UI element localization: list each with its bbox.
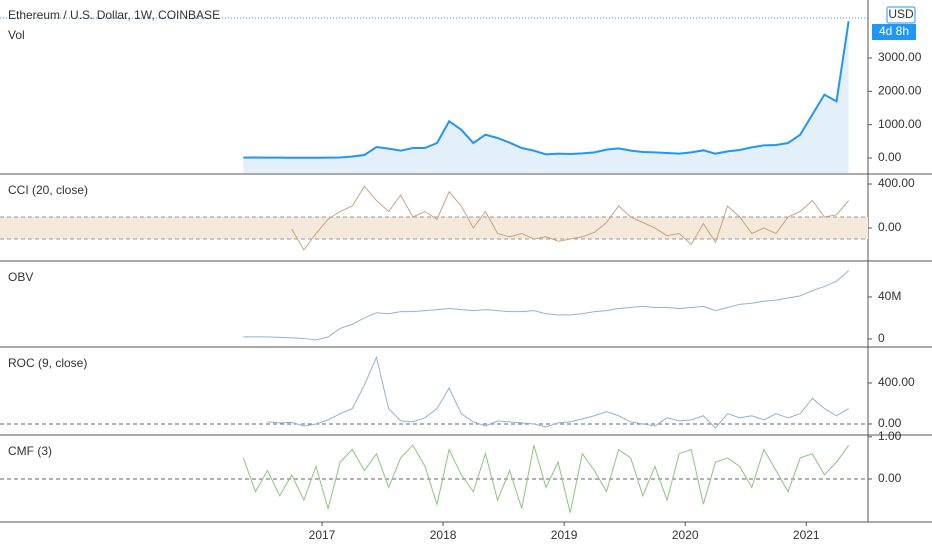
y-tick-label: 0.00 <box>878 220 902 234</box>
x-tick-label: 2020 <box>672 528 699 542</box>
pane-title: CMF (3) <box>8 444 52 458</box>
pane-subtitle: Vol <box>8 28 25 42</box>
y-tick-label: 0.00 <box>878 150 902 164</box>
band <box>0 217 868 239</box>
x-tick-label: 2019 <box>551 528 578 542</box>
currency-badge[interactable] <box>886 6 916 24</box>
pane-title: ROC (9, close) <box>8 356 87 370</box>
currency[interactable]: USD <box>888 7 914 21</box>
pane-title: OBV <box>8 270 33 284</box>
y-tick-label: 400.00 <box>878 375 915 389</box>
x-tick-label: 2018 <box>430 528 457 542</box>
indicator-line <box>243 270 849 341</box>
indicator-line <box>242 444 850 513</box>
countdown: 4d 8h <box>879 24 909 38</box>
indicator-line <box>267 355 849 429</box>
y-tick-label: 40M <box>878 289 901 303</box>
countdown-badge <box>872 24 916 40</box>
y-tick-label: 0.00 <box>878 416 902 430</box>
pane-title: CCI (20, close) <box>8 183 88 197</box>
indicator-line <box>291 185 850 251</box>
x-tick-label: 2021 <box>793 528 820 542</box>
pane-title: Ethereum / U.S. Dollar, 1W, COINBASE <box>8 8 220 22</box>
y-tick-label: 3000.00 <box>878 50 922 64</box>
y-tick-label: 1.00 <box>878 429 902 443</box>
y-tick-label: 0 <box>878 331 885 345</box>
x-tick-label: 2017 <box>309 528 336 542</box>
y-tick-label: 0.00 <box>878 471 902 485</box>
y-tick-label: 1000.00 <box>878 117 922 131</box>
price-line <box>243 21 850 159</box>
y-tick-label: 2000.00 <box>878 84 922 98</box>
y-tick-label: 400.00 <box>878 176 915 190</box>
